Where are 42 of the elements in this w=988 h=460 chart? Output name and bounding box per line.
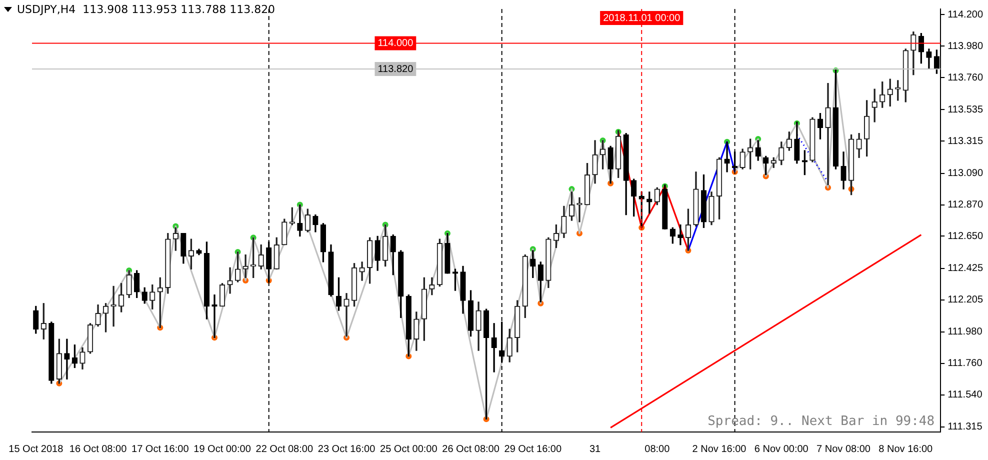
candlestick (678, 224, 684, 246)
y-tick-label: 113.980 (948, 40, 984, 52)
x-tick-label: 17 Oct 16:00 (132, 444, 190, 455)
x-tick-label: 31 (589, 444, 602, 455)
candlestick (110, 286, 116, 327)
y-tick-label: 114.200 (948, 9, 984, 20)
x-tick-label: 2 Nov 16:00 (692, 444, 747, 455)
y-tick-label: 112.425 (948, 263, 984, 274)
y-tick-label: 113.760 (948, 72, 984, 84)
candlestick (227, 267, 233, 294)
x-tick-label: 25 Oct 00:00 (380, 444, 438, 455)
x-tick-label: 22 Oct 08:00 (256, 444, 314, 455)
x-tick-label: 6 Nov 00:00 (754, 444, 809, 455)
candlestick (64, 338, 70, 380)
x-tick-label: 16 Oct 08:00 (69, 444, 128, 455)
chart-title: USDJPY,H4 113.908 113.953 113.788 113.820 (17, 3, 276, 16)
x-tick-label: 15 Oct 2018 (8, 444, 64, 455)
x-tick-label: 08:00 (644, 444, 670, 455)
candlestick (576, 197, 582, 222)
candlestick (242, 254, 248, 278)
y-tick-label: 111.315 (948, 422, 983, 433)
y-tick-label: 112.870 (948, 200, 984, 211)
ref-line-label: 114.000 (378, 38, 414, 50)
y-tick-label: 113.315 (948, 136, 984, 147)
ref-line-label: 113.820 (378, 64, 414, 75)
annotation: Spread: 9.. Next Bar in 99:48 (708, 414, 935, 429)
x-tick-label: 29 Oct 16:00 (504, 444, 562, 455)
y-tick-label: 111.760 (948, 358, 983, 370)
y-tick-label: 112.650 (948, 230, 984, 242)
candlestick (359, 262, 365, 281)
x-tick-label: 8 Nov 16:00 (878, 444, 934, 455)
x-tick-label: 23 Oct 16:00 (318, 444, 376, 455)
y-tick-label: 112.205 (948, 294, 984, 306)
x-tick-label: 19 Oct 00:00 (194, 444, 252, 455)
x-tick-label: 7 Nov 08:00 (816, 444, 871, 455)
y-tick-label: 111.540 (948, 390, 983, 401)
annotation: 2018.11.01 00:00 (603, 12, 681, 24)
x-tick-label: 26 Oct 08:00 (442, 444, 500, 455)
candlestick (491, 323, 497, 372)
y-tick-label: 111.980 (948, 326, 983, 338)
y-tick-label: 113.090 (948, 168, 984, 180)
y-tick-label: 113.535 (948, 104, 984, 116)
